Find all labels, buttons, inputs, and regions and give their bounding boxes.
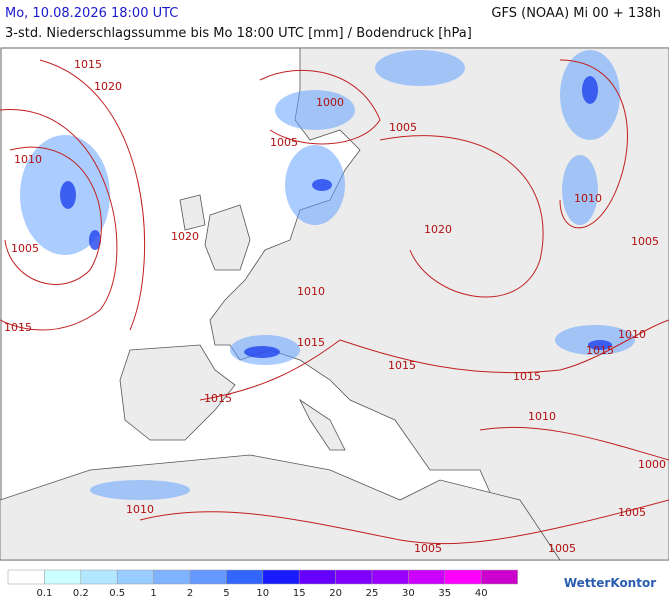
legend-swatch bbox=[262, 569, 300, 585]
legend-swatch bbox=[408, 569, 446, 585]
legend-swatch bbox=[116, 569, 154, 585]
legend-label: 20 bbox=[329, 588, 342, 599]
logo: WetterKontor bbox=[564, 576, 656, 590]
legend-label: 0.2 bbox=[73, 588, 89, 599]
isobar-label: 1000 bbox=[316, 96, 344, 109]
legend-label: 2 bbox=[187, 588, 193, 599]
heavy-precipitation bbox=[60, 76, 612, 358]
isobar-label: 1010 bbox=[618, 328, 646, 341]
legend-swatch bbox=[444, 569, 482, 585]
legend-label: 25 bbox=[366, 588, 379, 599]
legend-swatch bbox=[226, 569, 264, 585]
legend-swatch bbox=[371, 569, 409, 585]
legend-swatch bbox=[480, 569, 518, 585]
isobar-label: 1015 bbox=[513, 370, 541, 383]
legend-swatch bbox=[7, 569, 45, 585]
legend-swatch bbox=[298, 569, 336, 585]
isobar-label: 1005 bbox=[11, 242, 39, 255]
isobar-label: 1005 bbox=[389, 121, 417, 134]
subtitle: 3-std. Niederschlagssumme bis Mo 18:00 U… bbox=[5, 26, 472, 41]
legend-swatch bbox=[44, 569, 82, 585]
isobar-label: 1015 bbox=[388, 359, 416, 372]
isobar-label: 1015 bbox=[586, 344, 614, 357]
isobar-label: 1015 bbox=[204, 392, 232, 405]
isobars bbox=[0, 59, 669, 545]
precipitation bbox=[20, 50, 635, 500]
isobar-label: 1000 bbox=[638, 458, 666, 471]
isobar-labels: 1015 1020 1000 1005 1005 1010 1010 1020 1020 1005… bbox=[4, 58, 666, 555]
legend-swatch bbox=[189, 569, 227, 585]
isobar-label: 1010 bbox=[528, 410, 556, 423]
legend-label: 35 bbox=[438, 588, 451, 599]
legend-label: 30 bbox=[402, 588, 415, 599]
isobar-label: 1015 bbox=[4, 321, 32, 334]
isobar-label: 1010 bbox=[297, 285, 325, 298]
isobar-label: 1020 bbox=[171, 230, 199, 243]
isobar-label: 1010 bbox=[14, 153, 42, 166]
legend-label: 0.1 bbox=[36, 588, 52, 599]
isobar-label: 1005 bbox=[631, 235, 659, 248]
valid-time: Mo, 10.08.2026 18:00 UTC bbox=[5, 6, 179, 21]
isobar-label: 1010 bbox=[126, 503, 154, 516]
isobar-label: 1020 bbox=[424, 223, 452, 236]
isobar-label: 1015 bbox=[297, 336, 325, 349]
isobar-label: 1015 bbox=[74, 58, 102, 71]
isobar-label: 1020 bbox=[94, 80, 122, 93]
map-area: 1015 1020 1000 1005 1005 1010 1010 1020 1020 1005… bbox=[0, 47, 669, 561]
legend-label: 40 bbox=[475, 588, 488, 599]
legend-swatch bbox=[153, 569, 191, 585]
model-run: GFS (NOAA) Mi 00 + 138h bbox=[491, 6, 661, 21]
legend-label: 5 bbox=[223, 588, 229, 599]
legend-label: 1 bbox=[150, 588, 156, 599]
legend-swatch bbox=[335, 569, 373, 585]
legend: 0.1 0.2 0.5 1 2 5 10 15 20 25 30 35 40 bbox=[7, 569, 518, 599]
isobar-label: 1005 bbox=[548, 542, 576, 555]
isobar-label: 1010 bbox=[574, 192, 602, 205]
legend-swatch bbox=[80, 569, 118, 585]
isobar-label: 1005 bbox=[270, 136, 298, 149]
legend-label: 10 bbox=[256, 588, 269, 599]
isobar-label: 1005 bbox=[618, 506, 646, 519]
isobar-label: 1005 bbox=[414, 542, 442, 555]
legend-label: 0.5 bbox=[109, 588, 125, 599]
legend-label: 15 bbox=[293, 588, 306, 599]
